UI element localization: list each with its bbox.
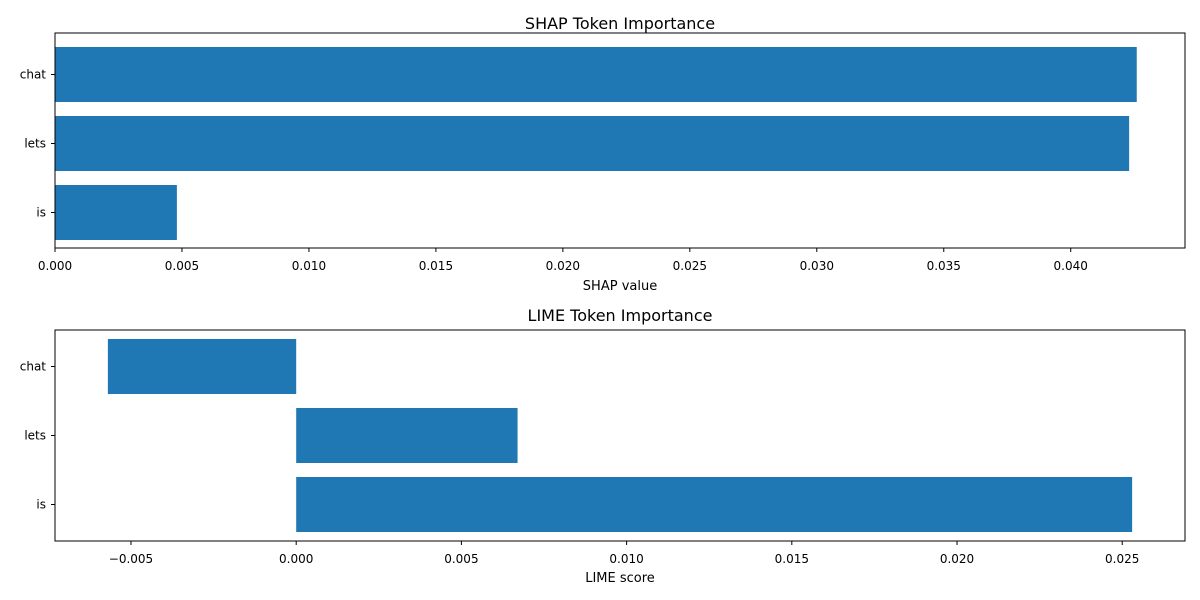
shap-bar-is: [55, 185, 177, 240]
shap-x-tick-label: 0.005: [165, 259, 199, 273]
lime-bar-is: [296, 477, 1133, 532]
shap-x-ticks: 0.000 0.005 0.010 0.015 0.020 0.025 0.030 0.035…: [38, 248, 1088, 273]
lime-y-tick-label: is: [36, 498, 46, 512]
shap-axes-frame: [54, 32, 1186, 249]
lime-x-tick-label: −0.005: [109, 552, 153, 566]
lime-bars: [107, 339, 1133, 532]
lime-x-tick-label: 0.025: [1105, 552, 1139, 566]
shap-x-axis-label: SHAP value: [583, 279, 657, 294]
lime-y-tick-label: lets: [24, 429, 46, 443]
shap-x-tick-label: 0.000: [38, 259, 72, 273]
lime-y-ticks: chat lets is: [20, 360, 55, 512]
shap-x-tick-label: 0.025: [673, 259, 707, 273]
shap-y-tick-label: is: [36, 206, 46, 220]
shap-bar-lets: [55, 116, 1130, 171]
shap-x-tick-label: 0.020: [546, 259, 580, 273]
lime-x-tick-label: 0.000: [279, 552, 313, 566]
lime-bar-chat: [107, 339, 297, 394]
shap-chart-title: SHAP Token Importance: [525, 14, 715, 33]
shap-bars: [55, 47, 1137, 240]
lime-y-tick-label: chat: [20, 360, 47, 374]
lime-x-tick-label: 0.020: [940, 552, 974, 566]
lime-chart-title: LIME Token Importance: [528, 306, 713, 325]
shap-x-tick-label: 0.010: [292, 259, 326, 273]
lime-x-ticks: −0.005 0.000 0.005 0.010 0.015 0.020 0.025: [109, 541, 1139, 566]
shap-bar-chat: [55, 47, 1137, 102]
lime-panel: LIME Token Importance chat lets is −0.005 0…: [20, 306, 1186, 586]
lime-x-axis-label: LIME score: [585, 571, 655, 586]
lime-x-tick-label: 0.005: [444, 552, 478, 566]
shap-x-tick-label: 0.040: [1054, 259, 1088, 273]
shap-x-tick-label: 0.035: [927, 259, 961, 273]
lime-x-tick-label: 0.015: [775, 552, 809, 566]
shap-y-tick-label: lets: [24, 137, 46, 151]
shap-x-tick-label: 0.030: [800, 259, 834, 273]
shap-y-tick-label: chat: [20, 68, 47, 82]
lime-x-tick-label: 0.010: [609, 552, 643, 566]
lime-bar-lets: [296, 408, 518, 463]
shap-x-tick-label: 0.015: [419, 259, 453, 273]
shap-y-ticks: chat lets is: [20, 68, 55, 220]
